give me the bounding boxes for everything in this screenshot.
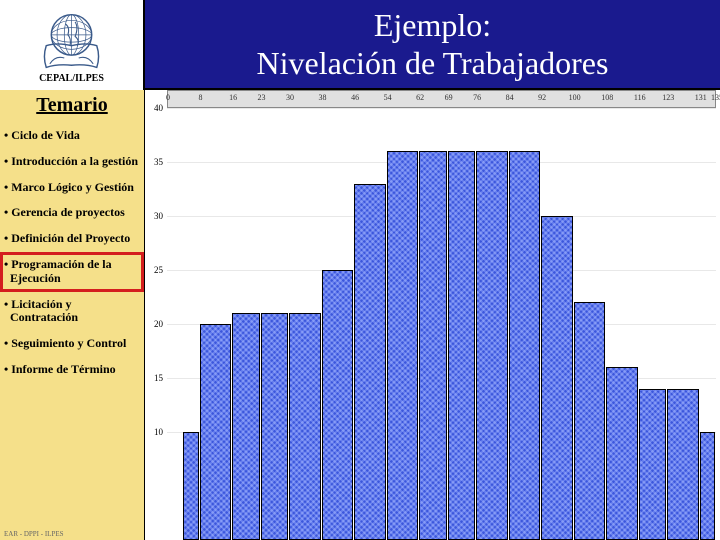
sidebar-items-container: • Ciclo de Vida• Introducción a la gesti… [0,123,144,383]
logo-label: CEPAL/ILPES [39,73,104,84]
chart-ylabel: 15 [145,373,165,383]
chart-xlabel: 76 [473,93,481,102]
chart-xlabel: 0 [166,93,170,102]
chart-bar [448,151,475,540]
sidebar-item[interactable]: • Ciclo de Vida [0,123,144,149]
chart-bar [200,324,232,540]
chart-bar [476,151,508,540]
chart-ylabel: 20 [145,319,165,329]
chart-xlabel: 100 [569,93,581,102]
chart-xlabel: 92 [538,93,546,102]
chart-bar [322,270,354,540]
chart-xlabel: 108 [601,93,613,102]
sidebar-item[interactable]: • Gerencia de proyectos [0,200,144,226]
chart-xlabel: 54 [384,93,392,102]
sidebar-footer: EAR - DPPI - ILPES [0,528,144,540]
chart-area: 0 8 16 23 30 38 46 54 62 69 76 84 92 100 108 116 123 131 1… [145,90,720,540]
chart-ylabel: 10 [145,427,165,437]
sidebar-item[interactable]: • Marco Lógico y Gestión [0,175,144,201]
chart-bar [541,216,573,540]
chart-xlabel: 30 [286,93,294,102]
chart-xlabel: 8 [199,93,203,102]
page-root: CEPAL/ILPES Ejemplo: Nivelación de Traba… [0,0,720,540]
un-logo-icon [34,6,109,71]
chart-xlabel: 62 [416,93,424,102]
chart-ylabel: 25 [145,265,165,275]
chart-bar [509,151,541,540]
chart-bar [700,432,715,540]
chart-bar [261,313,288,540]
chart-bar [639,389,666,540]
chart-ylabel: 30 [145,211,165,221]
chart-bar [354,184,386,540]
chart-bar [232,313,259,540]
chart-xlabel: 131 [695,93,707,102]
chart-xlabel: 123 [662,93,674,102]
header: CEPAL/ILPES Ejemplo: Nivelación de Traba… [0,0,720,90]
chart-bar [289,313,321,540]
chart-xaxis-strip: 0816233038465462697684921001081161231311… [167,90,716,108]
title-line-2: Nivelación de Trabajadores [257,45,609,81]
chart-plot [167,108,716,540]
title-line-1: Ejemplo: [374,7,491,43]
sidebar-item[interactable]: • Introducción a la gestión [0,149,144,175]
chart-xlabel: 23 [258,93,266,102]
chart-xlabel: 69 [445,93,453,102]
title-cell: Ejemplo: Nivelación de Trabajadores [145,0,720,88]
chart-bar [183,432,198,540]
sidebar-title: Temario [0,94,144,117]
chart-xlabel: 46 [351,93,359,102]
sidebar: Temario • Ciclo de Vida• Introducción a … [0,90,145,540]
chart-xlabel: 16 [229,93,237,102]
sidebar-item[interactable]: • Informe de Término [0,357,144,383]
chart-ylabel: 35 [145,157,165,167]
chart-gridline [167,108,716,109]
chart-xlabel: 84 [506,93,514,102]
chart-bar [387,151,419,540]
chart-xlabel: 135 [711,93,720,102]
chart-bar [606,367,638,540]
chart-bar [667,389,699,540]
chart-bar [419,151,446,540]
sidebar-item[interactable]: • Programación de la Ejecución [0,252,144,292]
body: Temario • Ciclo de Vida• Introducción a … [0,90,720,540]
chart-xlabel: 116 [634,93,646,102]
sidebar-item[interactable]: • Licitación y Contratación [0,292,144,332]
page-title: Ejemplo: Nivelación de Trabajadores [257,6,609,83]
sidebar-item[interactable]: • Definición del Proyecto [0,226,144,252]
chart-xlabel: 38 [319,93,327,102]
sidebar-item[interactable]: • Seguimiento y Control [0,331,144,357]
logo-cell: CEPAL/ILPES [0,0,145,90]
chart-ylabel: 40 [145,103,165,113]
chart-bar [574,302,606,540]
